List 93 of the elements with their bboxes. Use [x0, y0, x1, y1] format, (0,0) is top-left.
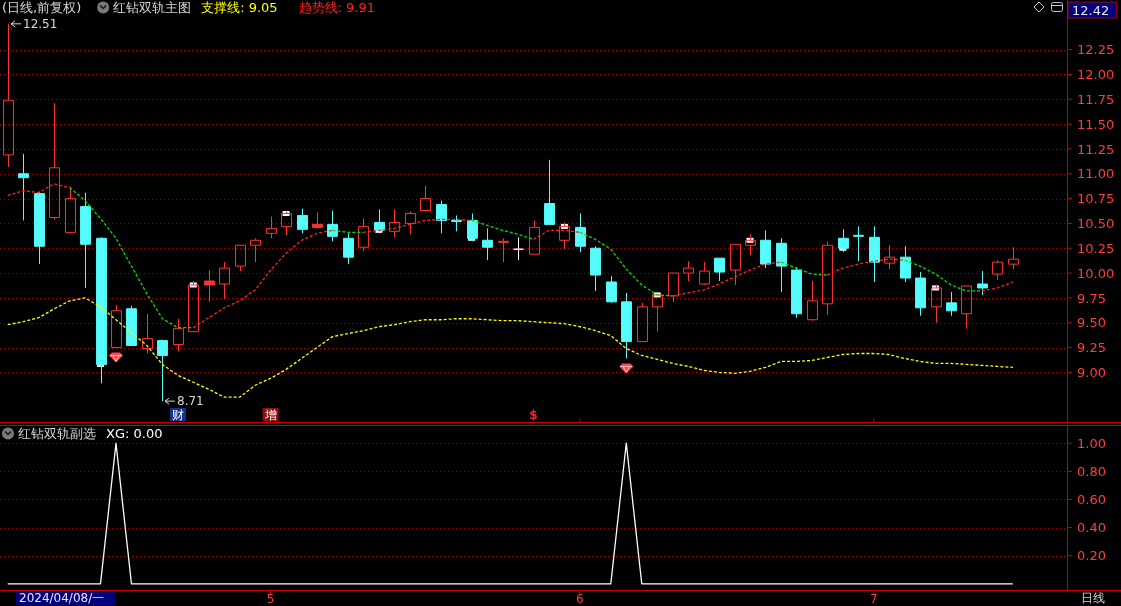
- candlestick: [513, 236, 524, 261]
- candlestick: [946, 291, 957, 317]
- y-tick-label: 9.75: [1077, 290, 1106, 306]
- candlestick: [312, 211, 323, 229]
- candlestick: [34, 191, 45, 265]
- y-tick-label: 1.00: [1077, 435, 1106, 451]
- candlestick: [173, 318, 184, 352]
- y-tick-label: 10.50: [1077, 216, 1115, 232]
- text: 2024/04/08/一: [19, 591, 105, 605]
- candlestick: [266, 215, 277, 239]
- chart-subtitle: (日线,前复权): [2, 0, 82, 15]
- candlestick: [436, 200, 447, 234]
- y-tick-label: 11.00: [1077, 166, 1115, 182]
- y-tick-label: 0.60: [1077, 492, 1106, 508]
- y-tick-label: 0.80: [1077, 464, 1106, 480]
- candlestick: [791, 266, 802, 319]
- candlestick: [250, 237, 261, 263]
- candlestick: [482, 227, 493, 261]
- annotation: 财: [171, 407, 184, 422]
- candlestick: [544, 159, 555, 225]
- candlestick: [683, 260, 694, 282]
- line-series: [7, 297, 1014, 398]
- candlestick: [204, 269, 215, 303]
- candlestick: [65, 186, 76, 234]
- series-label: XG: 0.00: [106, 426, 163, 441]
- candlestick: [297, 208, 308, 234]
- candlestick: [961, 285, 972, 330]
- annotation: 增: [263, 407, 277, 422]
- candlestick: [869, 225, 880, 283]
- candlestick: [157, 339, 168, 402]
- candlestick: [575, 212, 586, 253]
- y-tick-label: 9.50: [1077, 315, 1106, 331]
- candlestick: [606, 275, 617, 304]
- annotation: 12.51: [23, 17, 58, 32]
- text: 12.42: [1072, 2, 1110, 18]
- candlestick: [884, 244, 895, 270]
- x-tick-label: 6: [576, 592, 584, 606]
- candlestick: [420, 185, 431, 212]
- candlestick: [730, 243, 741, 286]
- candlestick: [3, 23, 14, 168]
- chart-title: 红钻双轨副选: [18, 426, 96, 441]
- y-tick-label: 10.75: [1077, 191, 1115, 207]
- candlestick: [668, 272, 679, 303]
- candlestick: [822, 240, 833, 316]
- candlestick: [451, 214, 462, 232]
- candlestick: [111, 304, 122, 349]
- text: 支撑线: 9.05: [201, 0, 278, 15]
- candlestick: [621, 292, 632, 359]
- y-tick-label: 10.00: [1077, 265, 1115, 281]
- candlestick: [699, 261, 710, 286]
- candlestick: [853, 225, 864, 262]
- candlestick: [327, 210, 338, 242]
- candlestick: [358, 217, 369, 252]
- candlestick: [80, 192, 91, 289]
- chart-title: 红钻双轨主图: [113, 0, 192, 15]
- y-tick-label: 0.40: [1077, 520, 1106, 536]
- y-tick-label: 9.00: [1077, 365, 1106, 381]
- candlestick: [915, 271, 926, 317]
- candlestick: [590, 245, 601, 292]
- candlestick: [343, 232, 354, 265]
- candlestick: [760, 229, 771, 269]
- y-tick-label: 11.50: [1077, 116, 1115, 132]
- candlestick: [49, 102, 60, 220]
- annotation: $: [529, 407, 538, 422]
- candlestick: [900, 245, 911, 283]
- y-tick-label: 11.25: [1077, 141, 1115, 157]
- x-tick-label: 7: [869, 592, 878, 606]
- candlestick: [776, 237, 787, 293]
- annotation: 8.71: [177, 394, 204, 409]
- candlestick: [498, 237, 509, 263]
- candlestick: [235, 244, 246, 272]
- candlestick: [977, 270, 988, 296]
- candlestick: [637, 302, 648, 343]
- candlestick: [18, 153, 29, 221]
- y-tick-label: 11.75: [1077, 91, 1115, 107]
- candlestick: [405, 211, 416, 235]
- y-tick-label: 9.25: [1077, 340, 1106, 356]
- candlestick: [1008, 246, 1019, 270]
- candlestick: [529, 219, 540, 255]
- y-tick-label: 12.00: [1077, 67, 1115, 83]
- candlestick: [126, 305, 137, 347]
- y-tick-label: 10.25: [1077, 240, 1115, 256]
- y-tick-label: 0.20: [1077, 548, 1106, 564]
- x-tick-label: 5: [266, 592, 275, 606]
- candlestick: [992, 259, 1003, 281]
- text: 日线: [1081, 591, 1105, 605]
- candlestick: [389, 209, 400, 238]
- candlestick: [219, 261, 230, 300]
- candlestick: [807, 280, 818, 322]
- candlestick: [142, 313, 153, 354]
- candlestick: [714, 257, 725, 282]
- text: 趋势线: 9.91: [298, 0, 376, 15]
- y-tick-label: 12.25: [1077, 42, 1115, 58]
